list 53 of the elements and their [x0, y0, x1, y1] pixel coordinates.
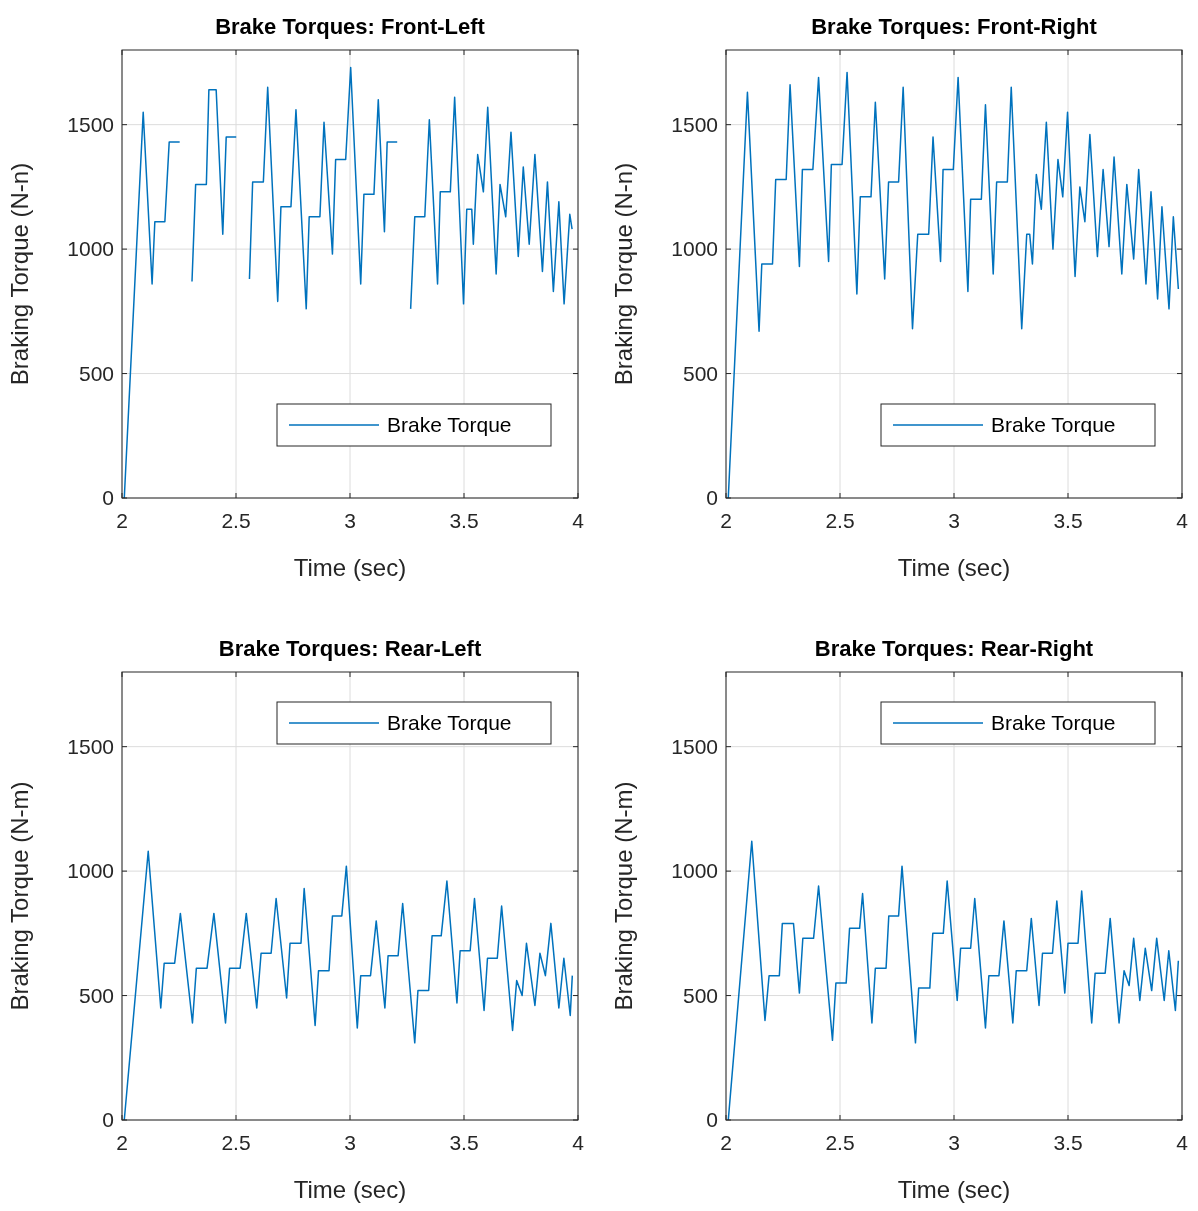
x-tick-label: 3.5: [1053, 509, 1083, 532]
y-axis-title: Braking Torque (N-n): [610, 162, 637, 386]
y-axis-title: Braking Torque (N-m): [6, 781, 33, 1011]
y-tick-label: 1500: [67, 734, 114, 758]
x-tick-label: 3.5: [449, 509, 479, 532]
line-series: [123, 850, 574, 1121]
y-tick-label: 1000: [671, 859, 718, 883]
legend-label: Brake Torque: [991, 711, 1116, 734]
x-tick-label: 2: [720, 1131, 732, 1154]
x-tick-label: 2: [720, 509, 732, 532]
x-tick-label: 3.5: [1053, 1131, 1083, 1154]
y-tick-label: 1500: [671, 112, 718, 136]
x-axis-title: Time (sec): [897, 1176, 1011, 1203]
x-tick-label: 3.5: [449, 1131, 479, 1154]
chart-title: Brake Torques: Rear-Right: [814, 636, 1094, 661]
y-tick-label: 1500: [67, 112, 114, 136]
y-tick-label: 500: [682, 983, 718, 1007]
y-tick-label: 0: [706, 486, 718, 509]
y-tick-label: 0: [102, 486, 114, 509]
y-tick-label: 1000: [67, 237, 114, 261]
y-tick-label: 1000: [67, 859, 114, 883]
x-axis-title: Time (sec): [293, 554, 407, 581]
x-tick-label: 2.5: [221, 509, 251, 532]
x-tick-label: 3: [344, 1131, 356, 1154]
legend-label: Brake Torque: [387, 711, 512, 734]
x-tick-label: 2.5: [221, 1131, 251, 1154]
y-tick-label: 500: [682, 361, 718, 385]
x-tick-label: 3: [948, 1131, 960, 1154]
x-tick-label: 3: [344, 509, 356, 532]
chart-title: Brake Torques: Rear-Left: [218, 636, 482, 661]
legend-label: Brake Torque: [991, 413, 1116, 436]
x-tick-label: 2.5: [825, 509, 855, 532]
y-tick-label: 0: [102, 1108, 114, 1131]
y-axis-title: Braking Torque (N-n): [6, 162, 33, 386]
y-tick-label: 0: [706, 1108, 718, 1131]
y-tick-label: 500: [78, 983, 114, 1007]
x-tick-label: 4: [572, 509, 585, 532]
x-tick-label: 4: [572, 1131, 585, 1154]
y-tick-label: 1500: [671, 734, 718, 758]
chart-title: Brake Torques: Front-Left: [215, 14, 486, 39]
x-tick-label: 3: [948, 509, 960, 532]
legend-label: Brake Torque: [387, 413, 512, 436]
y-axis-title: Braking Torque (N-m): [610, 781, 637, 1011]
y-tick-label: 1000: [671, 237, 718, 261]
x-axis-title: Time (sec): [293, 1176, 407, 1203]
y-tick-label: 500: [78, 361, 114, 385]
x-tick-label: 2: [116, 1131, 128, 1154]
x-tick-label: 4: [1176, 1131, 1189, 1154]
chart-title: Brake Torques: Front-Right: [811, 14, 1098, 39]
x-tick-label: 2.5: [825, 1131, 855, 1154]
x-axis-title: Time (sec): [897, 554, 1011, 581]
x-tick-label: 2: [116, 509, 128, 532]
x-tick-label: 4: [1176, 509, 1189, 532]
